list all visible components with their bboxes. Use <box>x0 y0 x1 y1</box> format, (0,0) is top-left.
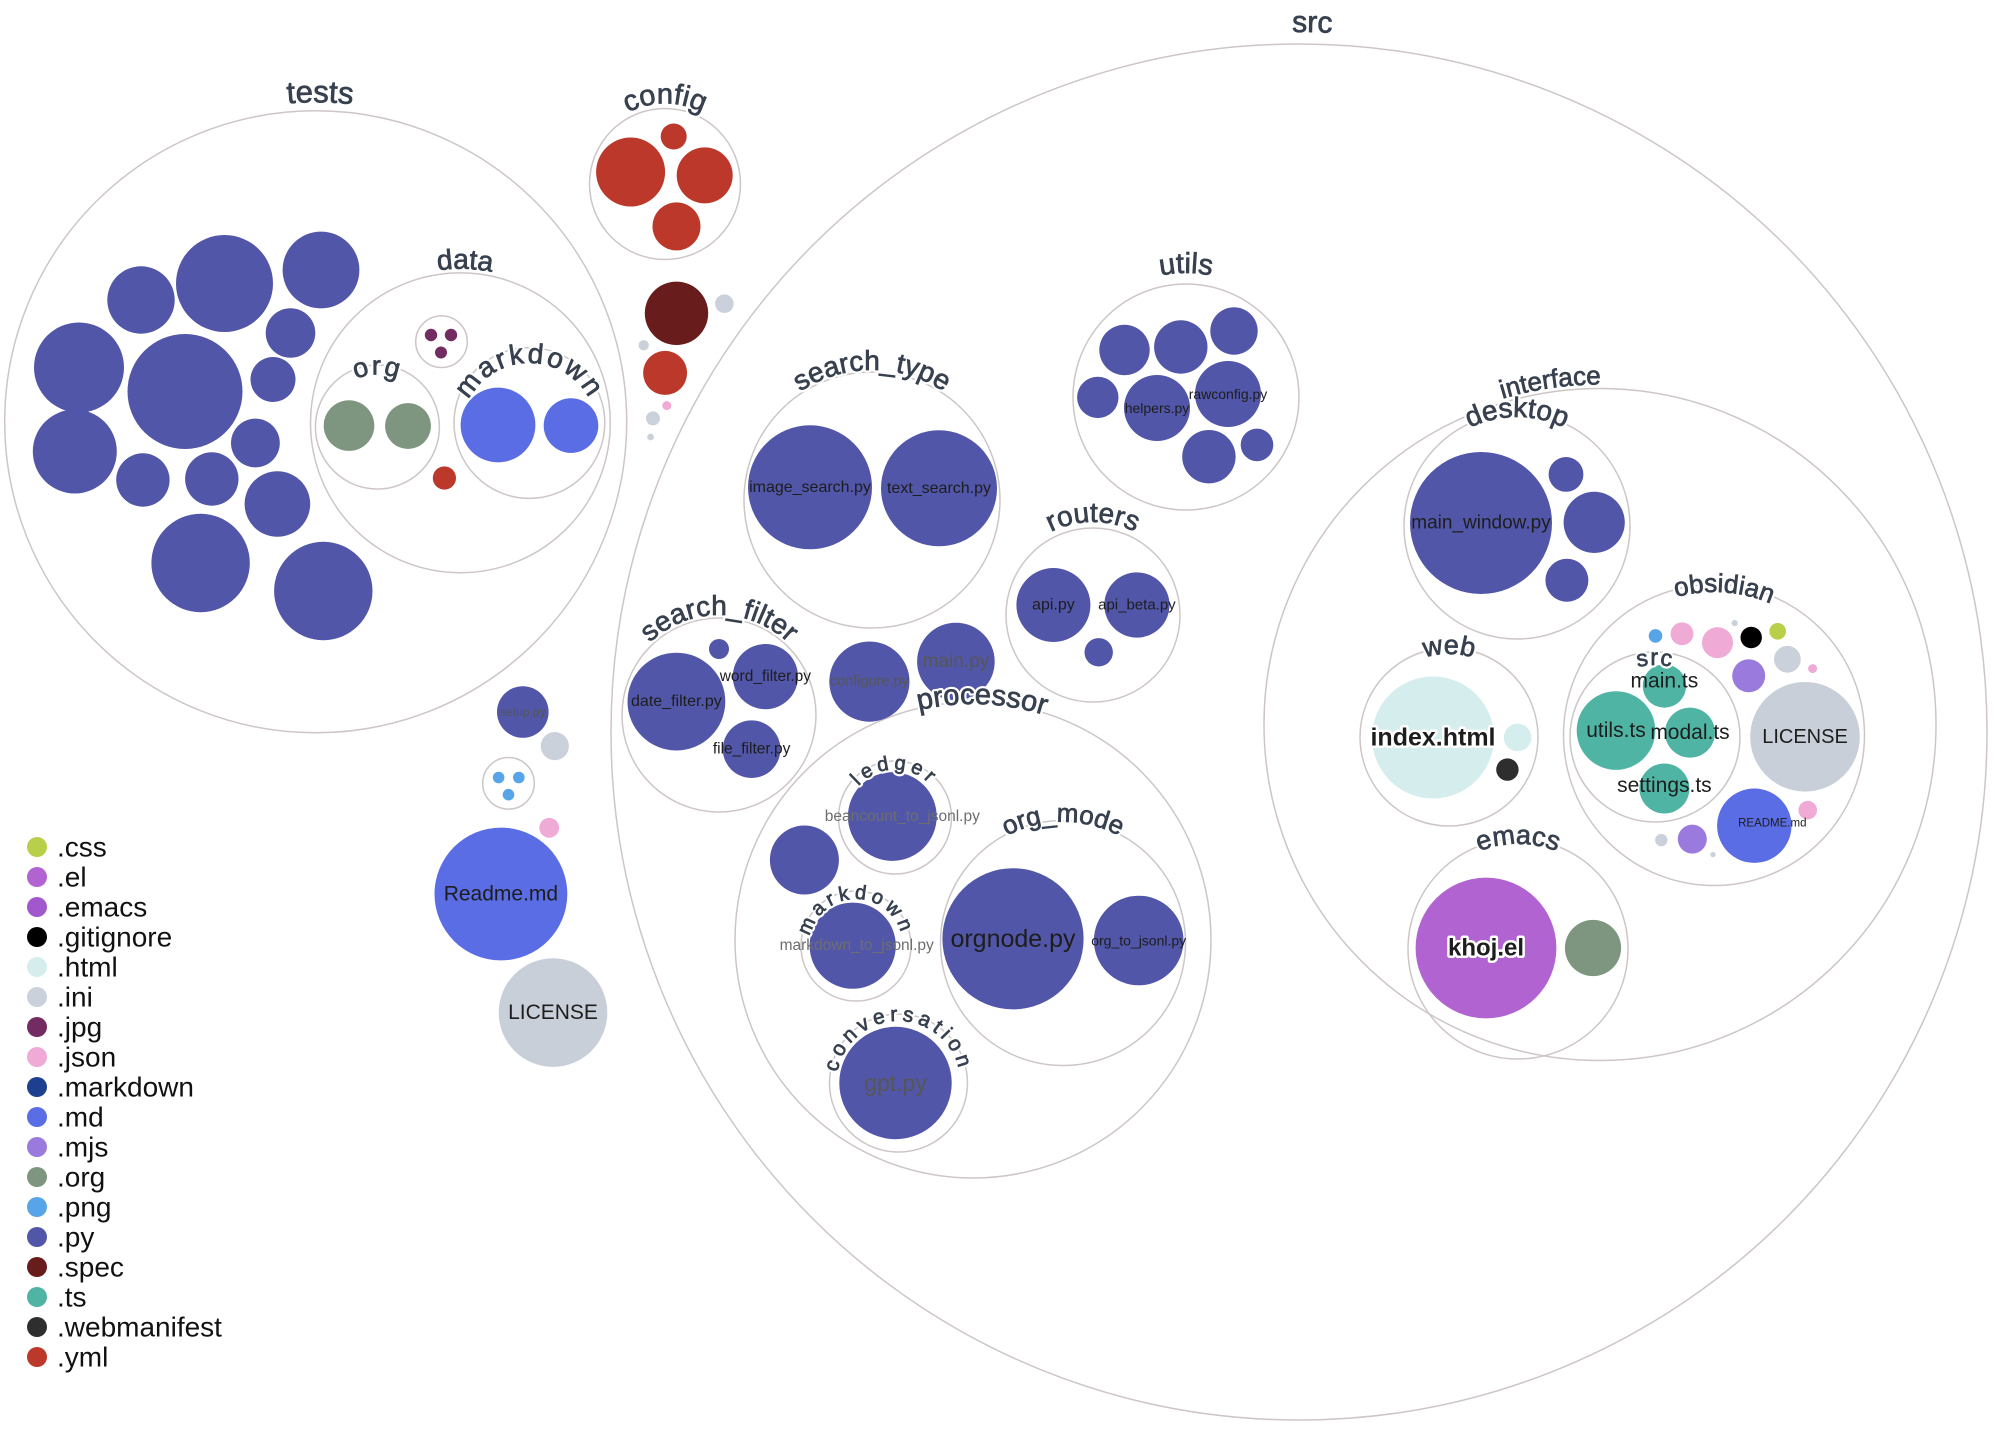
svg-text:main_window.py: main_window.py <box>1411 513 1551 534</box>
svg-text:utils.ts: utils.ts <box>1586 719 1646 742</box>
svg-text:.spec: .spec <box>57 1252 124 1283</box>
svg-text:README.md: README.md <box>1738 818 1806 830</box>
svg-text:org_mode: org_mode <box>997 798 1130 841</box>
svg-text:utils: utils <box>1157 248 1216 282</box>
svg-text:data: data <box>435 244 496 278</box>
svg-text:image_search.py: image_search.py <box>749 479 871 496</box>
svg-text:.mjs: .mjs <box>57 1132 108 1163</box>
svg-text:LICENSE: LICENSE <box>1762 726 1848 748</box>
svg-text:desktop: desktop <box>1460 392 1574 433</box>
svg-text:src: src <box>1634 644 1675 672</box>
svg-text:.css: .css <box>57 832 107 863</box>
svg-text:processor: processor <box>914 679 1052 722</box>
svg-text:config: config <box>618 78 712 118</box>
svg-text:obsidian: obsidian <box>1671 568 1780 609</box>
svg-text:main.ts: main.ts <box>1631 670 1699 693</box>
svg-text:desktop: desktop <box>1460 392 1574 433</box>
svg-text:utils: utils <box>1157 248 1216 282</box>
svg-text:.emacs: .emacs <box>57 892 147 923</box>
svg-text:.markdown: .markdown <box>57 1072 194 1103</box>
svg-text:gpt.py: gpt.py <box>864 1070 927 1096</box>
svg-text:LICENSE: LICENSE <box>508 1001 598 1024</box>
svg-text:modal.ts: modal.ts <box>1650 721 1729 744</box>
svg-text:word_filter.py: word_filter.py <box>719 668 812 685</box>
svg-text:.org: .org <box>57 1162 105 1193</box>
svg-text:text_search.py: text_search.py <box>887 480 991 497</box>
svg-text:setup.py: setup.py <box>500 705 545 719</box>
svg-text:org: org <box>349 351 406 385</box>
svg-text:.ts: .ts <box>57 1282 87 1313</box>
svg-text:src: src <box>1634 644 1675 672</box>
svg-text:main.py: main.py <box>923 651 990 672</box>
svg-text:web: web <box>1419 630 1478 663</box>
svg-text:search_type: search_type <box>787 345 956 397</box>
svg-text:.yml: .yml <box>57 1342 108 1373</box>
svg-text:Readme.md: Readme.md <box>444 883 558 906</box>
svg-text:api_beta.py: api_beta.py <box>1098 597 1176 614</box>
svg-text:date_filter.py: date_filter.py <box>631 693 722 710</box>
svg-text:markdown: markdown <box>448 338 611 404</box>
svg-text:configure.py: configure.py <box>830 674 910 690</box>
svg-text:khoj.el: khoj.el <box>1448 935 1524 962</box>
svg-text:emacs: emacs <box>1472 820 1565 857</box>
svg-text:rawconfig.py: rawconfig.py <box>1189 386 1268 402</box>
svg-text:routers: routers <box>1041 497 1145 538</box>
svg-text:search_filter: search_filter <box>634 590 805 647</box>
svg-text:helpers.py: helpers.py <box>1125 400 1190 416</box>
svg-text:tests: tests <box>285 74 355 111</box>
svg-text:beancount_to_jsonl.py: beancount_to_jsonl.py <box>825 808 980 825</box>
svg-text:org: org <box>349 351 406 385</box>
svg-text:api.py: api.py <box>1032 597 1075 614</box>
svg-text:src: src <box>1292 6 1333 40</box>
svg-text:.json: .json <box>57 1042 116 1073</box>
svg-text:.webmanifest: .webmanifest <box>57 1312 222 1343</box>
svg-text:markdown_to_jsonl.py: markdown_to_jsonl.py <box>780 937 934 954</box>
svg-text:.md: .md <box>57 1102 104 1133</box>
svg-text:orgnode.py: orgnode.py <box>950 925 1076 953</box>
svg-text:file_filter.py: file_filter.py <box>713 741 791 758</box>
svg-text:.py: .py <box>57 1222 94 1253</box>
svg-text:settings.ts: settings.ts <box>1617 774 1712 797</box>
svg-text:.gitignore: .gitignore <box>57 922 172 953</box>
svg-text:index.html: index.html <box>1370 724 1495 752</box>
svg-text:data: data <box>435 244 496 278</box>
svg-text:.png: .png <box>57 1192 112 1223</box>
svg-text:.ini: .ini <box>57 982 93 1013</box>
svg-text:org_to_jsonl.py: org_to_jsonl.py <box>1091 933 1186 949</box>
svg-text:.el: .el <box>57 862 87 893</box>
svg-text:src: src <box>1292 6 1333 40</box>
svg-text:.jpg: .jpg <box>57 1012 102 1043</box>
svg-text:.html: .html <box>57 952 118 983</box>
svg-text:web: web <box>1419 630 1478 663</box>
